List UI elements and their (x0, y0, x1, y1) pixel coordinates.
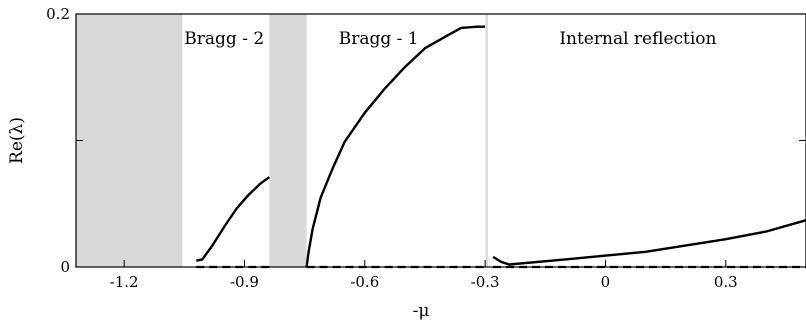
shaded-band-3 (485, 14, 488, 267)
region-label-3: Internal reflection (559, 29, 716, 49)
x-tick-label: -1.2 (110, 273, 139, 291)
x-tick-label: -0.9 (230, 273, 259, 291)
annotations: Bragg - 2 Bragg - 1 Internal reflection (184, 29, 716, 49)
plot-frame (75, 13, 806, 268)
region-label-1: Bragg - 2 (184, 29, 264, 49)
shaded-band-1 (76, 14, 183, 267)
x-axis-label: -μ (413, 301, 430, 321)
solid-series-1 (196, 176, 270, 262)
solid-series-3 (492, 219, 806, 266)
x-tick-label: -0.6 (350, 273, 379, 291)
x-tick-label: -0.3 (471, 273, 500, 291)
y-axis-label: Re(λ) (7, 117, 27, 164)
x-tick-label: 0 (601, 273, 611, 291)
region-label-2: Bragg - 1 (339, 29, 419, 49)
axis-ticks: -1.2 -0.9 -0.6 -0.3 0 0.3 0 0.2 (46, 5, 806, 291)
x-tick-label: 0.3 (714, 273, 738, 291)
y-tick-label: 0 (60, 258, 70, 276)
shaded-bands (76, 14, 488, 267)
y-tick-label: 0.2 (46, 5, 70, 23)
shaded-band-2 (269, 14, 307, 267)
solid-series-2 (305, 25, 486, 268)
